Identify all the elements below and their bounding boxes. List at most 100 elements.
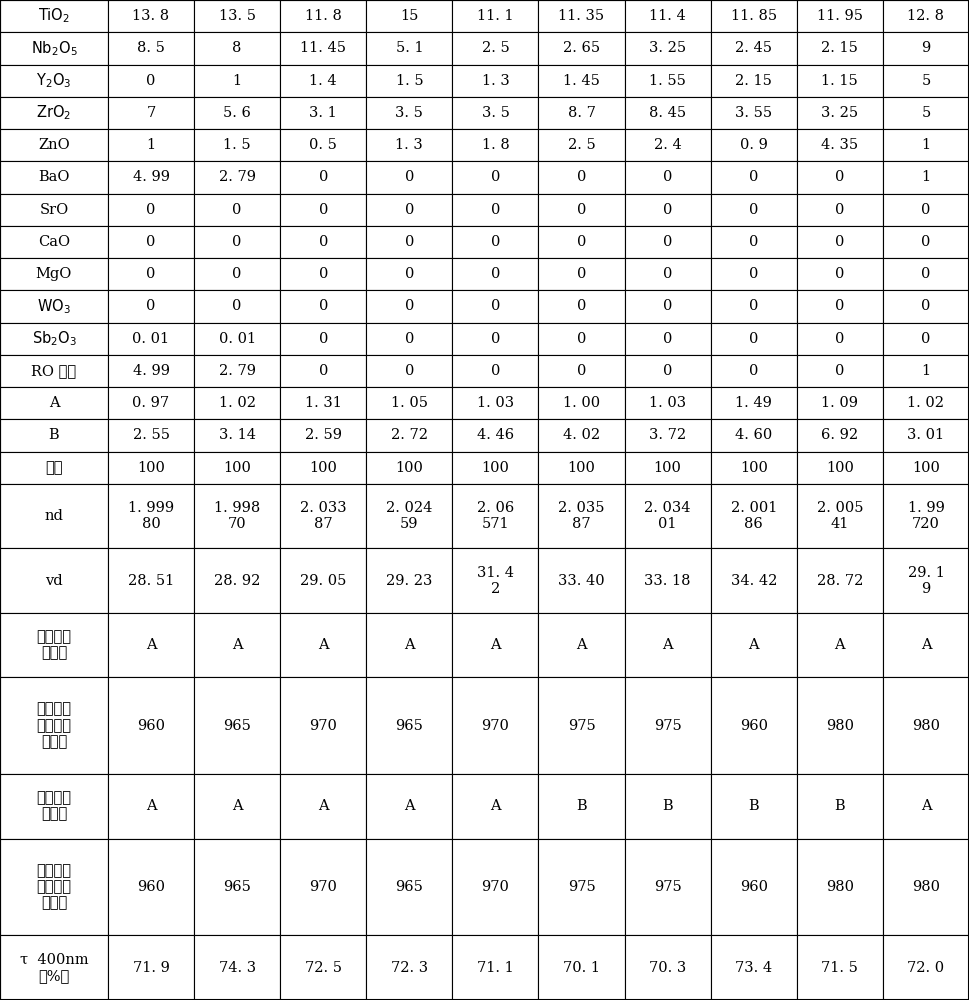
Text: 8. 45: 8. 45 (649, 106, 686, 120)
Bar (710, 613, 797, 677)
Text: 0: 0 (577, 332, 586, 346)
Bar (366, 97, 453, 129)
Bar (453, 839, 539, 935)
Bar (280, 226, 366, 258)
Bar (0, 935, 108, 1000)
Text: 72. 3: 72. 3 (391, 961, 428, 975)
Bar (108, 0, 194, 32)
Bar (797, 0, 883, 32)
Bar (194, 935, 280, 1000)
Text: 980: 980 (912, 719, 940, 733)
Bar (366, 839, 453, 935)
Bar (0, 65, 108, 97)
Bar (539, 226, 625, 258)
Bar (0, 484, 108, 548)
Text: 1. 15: 1. 15 (822, 74, 859, 88)
Text: 1. 31: 1. 31 (305, 396, 342, 410)
Bar (539, 452, 625, 484)
Bar (710, 97, 797, 129)
Bar (0, 0, 108, 32)
Bar (194, 97, 280, 129)
Bar (710, 677, 797, 774)
Text: 0: 0 (233, 267, 242, 281)
Bar (710, 484, 797, 548)
Text: 0: 0 (405, 267, 414, 281)
Text: 0. 5: 0. 5 (309, 138, 337, 152)
Bar (625, 355, 710, 387)
Bar (710, 548, 797, 613)
Bar (280, 452, 366, 484)
Bar (194, 258, 280, 290)
Text: 0: 0 (835, 235, 845, 249)
Bar (453, 484, 539, 548)
Text: 0: 0 (663, 299, 672, 313)
Text: 0: 0 (922, 267, 930, 281)
Bar (280, 677, 366, 774)
Text: 表面抗析
晶实验保
温温度: 表面抗析 晶实验保 温温度 (37, 864, 72, 910)
Bar (710, 387, 797, 419)
Text: 1. 05: 1. 05 (391, 396, 428, 410)
Text: 8. 5: 8. 5 (137, 41, 165, 55)
Bar (625, 226, 710, 258)
Text: 0: 0 (490, 170, 500, 184)
Bar (710, 323, 797, 355)
Text: 2. 034
01: 2. 034 01 (644, 501, 691, 531)
Bar (883, 419, 969, 452)
Text: 11. 8: 11. 8 (305, 9, 342, 23)
Bar (797, 484, 883, 548)
Bar (108, 613, 194, 677)
Text: 975: 975 (568, 719, 595, 733)
Bar (710, 226, 797, 258)
Text: 34. 42: 34. 42 (731, 574, 777, 588)
Text: 28. 92: 28. 92 (214, 574, 261, 588)
Text: 0: 0 (490, 235, 500, 249)
Bar (108, 32, 194, 65)
Bar (625, 97, 710, 129)
Text: 960: 960 (137, 719, 165, 733)
Text: 975: 975 (654, 719, 681, 733)
Text: 3. 01: 3. 01 (907, 428, 945, 442)
Bar (625, 548, 710, 613)
Text: 2. 55: 2. 55 (133, 428, 170, 442)
Text: 1. 02: 1. 02 (907, 396, 945, 410)
Bar (0, 258, 108, 290)
Text: 2. 15: 2. 15 (822, 41, 859, 55)
Bar (194, 226, 280, 258)
Bar (194, 548, 280, 613)
Text: 1: 1 (922, 170, 930, 184)
Text: 0: 0 (749, 364, 759, 378)
Bar (194, 0, 280, 32)
Bar (108, 548, 194, 613)
Bar (883, 161, 969, 194)
Text: 5: 5 (922, 74, 930, 88)
Bar (194, 355, 280, 387)
Bar (280, 387, 366, 419)
Text: 100: 100 (739, 461, 767, 475)
Text: 0: 0 (749, 203, 759, 217)
Bar (194, 613, 280, 677)
Bar (883, 258, 969, 290)
Bar (883, 484, 969, 548)
Bar (194, 129, 280, 161)
Text: 0: 0 (490, 203, 500, 217)
Text: 0: 0 (490, 364, 500, 378)
Bar (453, 452, 539, 484)
Bar (710, 452, 797, 484)
Text: 100: 100 (223, 461, 251, 475)
Bar (453, 774, 539, 839)
Text: 5. 6: 5. 6 (223, 106, 251, 120)
Text: 3. 72: 3. 72 (649, 428, 686, 442)
Bar (453, 355, 539, 387)
Text: 100: 100 (826, 461, 854, 475)
Bar (539, 32, 625, 65)
Bar (883, 32, 969, 65)
Bar (453, 935, 539, 1000)
Text: 1. 49: 1. 49 (735, 396, 772, 410)
Text: A: A (145, 799, 156, 813)
Text: ZrO$_2$: ZrO$_2$ (37, 104, 72, 122)
Text: 13. 8: 13. 8 (133, 9, 170, 23)
Bar (0, 774, 108, 839)
Text: 73. 4: 73. 4 (735, 961, 772, 975)
Text: 1. 55: 1. 55 (649, 74, 686, 88)
Text: 29. 1
9: 29. 1 9 (908, 566, 945, 596)
